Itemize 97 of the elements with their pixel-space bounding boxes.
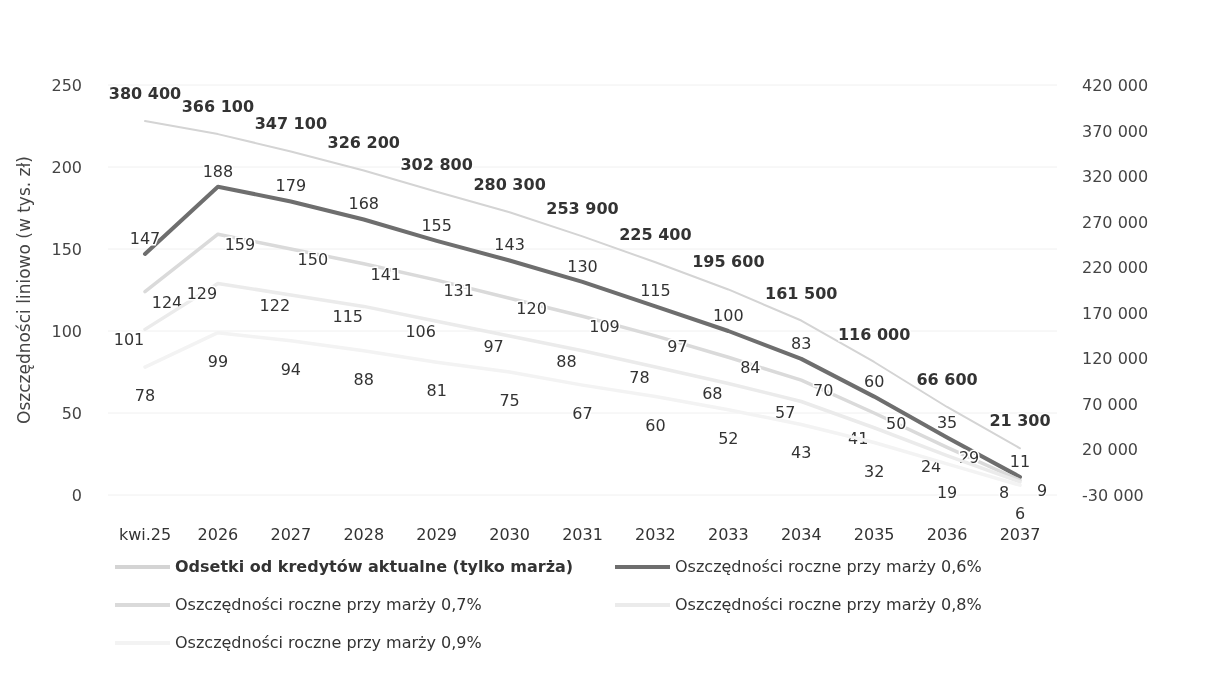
data-label: 99 xyxy=(207,351,229,371)
data-label: 88 xyxy=(556,351,577,371)
data-label: 130 xyxy=(567,256,598,276)
data-label: 302 800 xyxy=(400,154,473,174)
data-label: 52 xyxy=(718,428,739,448)
data-label: 131 xyxy=(443,281,474,301)
data-label: 60 xyxy=(645,415,666,435)
y-tick-label: 150 xyxy=(51,240,82,259)
x-tick-label: 2035 xyxy=(853,525,895,544)
data-label: 280 300 xyxy=(473,175,546,195)
x-tick-label: 2037 xyxy=(999,525,1041,544)
data-label: 326 200 xyxy=(327,133,400,153)
data-label: 83 xyxy=(791,333,812,353)
data-label: 21 300 xyxy=(989,411,1051,431)
data-label: 253 900 xyxy=(546,199,619,219)
data-label: 380 400 xyxy=(108,84,182,104)
data-label: 9 xyxy=(1036,481,1048,501)
data-label: 115 xyxy=(332,307,364,327)
y2-tick-label: 320 000 xyxy=(1082,167,1149,187)
data-label: 97 xyxy=(667,336,688,356)
data-label: 195 600 xyxy=(692,252,765,272)
legend-label: Oszczędności roczne przy marży 0,8% xyxy=(675,595,982,614)
x-tick-label: 2028 xyxy=(343,525,385,544)
legend-label: Oszczędności roczne przy marży 0,7% xyxy=(175,595,482,614)
data-label: 60 xyxy=(863,371,885,391)
data-label: 106 xyxy=(405,322,436,342)
data-label: 116 000 xyxy=(837,324,911,344)
data-label: 122 xyxy=(259,295,291,315)
data-label: 161 500 xyxy=(765,283,838,303)
data-label: 35 xyxy=(936,412,958,432)
data-label: 124 xyxy=(151,292,183,312)
y-tick-label: 0 xyxy=(71,486,82,505)
y2-tick-label: 370 000 xyxy=(1082,121,1149,141)
x-tick-label: 2029 xyxy=(416,525,458,544)
data-label: 150 xyxy=(297,250,329,269)
y-tick-label: 200 xyxy=(51,158,82,177)
data-label: 88 xyxy=(353,369,374,389)
data-label: 67 xyxy=(572,404,593,424)
data-label: 155 xyxy=(421,215,452,235)
y-tick-label: 250 xyxy=(51,76,82,95)
data-label: 57 xyxy=(775,402,796,422)
data-label: 100 xyxy=(713,306,744,325)
x-tick-label: kwi.25 xyxy=(118,525,172,544)
data-label: 147 xyxy=(129,228,161,248)
data-label: 6 xyxy=(1014,504,1026,524)
data-label: 84 xyxy=(740,358,761,378)
data-label: 129 xyxy=(186,284,218,304)
data-label: 225 400 xyxy=(619,225,692,245)
data-label: 78 xyxy=(134,386,156,406)
y2-tick-label: 420 000 xyxy=(1082,76,1149,95)
data-label: 366 100 xyxy=(181,97,255,117)
data-label: 101 xyxy=(113,330,145,350)
y-tick-label: 50 xyxy=(61,404,82,423)
data-label: 347 100 xyxy=(254,114,328,134)
data-label: 97 xyxy=(483,336,504,356)
y2-tick-label: 270 000 xyxy=(1082,212,1149,232)
x-tick-label: 2031 xyxy=(562,525,603,544)
data-label: 81 xyxy=(426,381,447,401)
y2-tick-label: 120 000 xyxy=(1082,349,1149,369)
data-label: 94 xyxy=(280,359,302,379)
legend-label: Oszczędności roczne przy marży 0,6% xyxy=(675,557,982,576)
data-label: 143 xyxy=(494,235,525,255)
data-label: 188 xyxy=(202,161,234,181)
data-label: 141 xyxy=(370,264,402,284)
x-tick-label: 2036 xyxy=(926,525,968,544)
data-label: 19 xyxy=(936,482,958,502)
data-label: 68 xyxy=(702,384,723,404)
y2-tick-label: 70 000 xyxy=(1082,394,1138,414)
y2-tick-label: 220 000 xyxy=(1082,258,1149,278)
data-label: 8 xyxy=(998,482,1010,502)
x-tick-label: 2026 xyxy=(197,525,239,544)
data-label: 70 xyxy=(813,381,834,401)
data-label: 32 xyxy=(863,461,885,481)
data-label: 115 xyxy=(640,281,671,301)
data-label: 168 xyxy=(348,194,380,214)
data-label: 78 xyxy=(629,368,650,388)
data-label: 179 xyxy=(275,176,307,196)
x-tick-label: 2034 xyxy=(780,525,822,544)
data-label: 43 xyxy=(791,443,812,463)
x-tick-label: 2032 xyxy=(635,525,676,544)
legend-label: Odsetki od kredytów aktualne (tylko marża) xyxy=(175,557,574,576)
data-label: 66 600 xyxy=(916,369,978,389)
y2-tick-label: 170 000 xyxy=(1082,303,1149,323)
data-label: 50 xyxy=(885,414,907,433)
x-tick-label: 2027 xyxy=(270,525,312,544)
y2-tick-label: 20 000 xyxy=(1082,440,1138,460)
data-label: 11 xyxy=(1009,451,1031,471)
y-axis-title: Oszczędności liniowo (w tys. zł) xyxy=(14,156,34,424)
y-tick-label: 100 xyxy=(51,322,82,341)
data-label: 109 xyxy=(589,317,620,337)
y2-tick-label: -30 000 xyxy=(1082,486,1144,505)
data-label: 75 xyxy=(499,391,520,410)
x-tick-label: 2033 xyxy=(707,525,749,544)
data-label: 120 xyxy=(516,299,547,319)
legend-label: Oszczędności roczne przy marży 0,9% xyxy=(175,633,482,652)
x-tick-label: 2030 xyxy=(489,525,530,544)
data-label: 159 xyxy=(224,235,256,255)
